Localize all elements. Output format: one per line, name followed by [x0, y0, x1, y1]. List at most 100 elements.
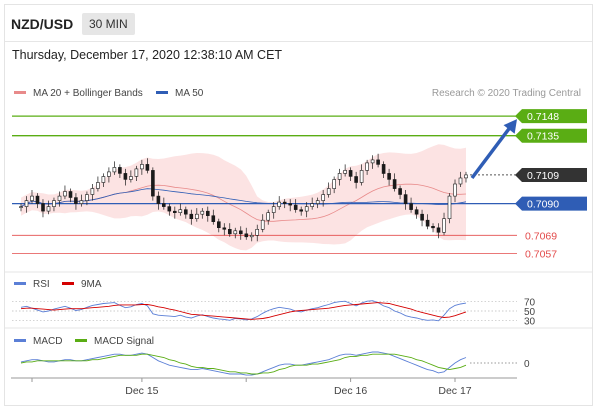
- candle-body: [354, 176, 358, 183]
- candle: [129, 170, 133, 183]
- macd-signal-line: [20, 353, 467, 375]
- candle-body: [304, 206, 309, 212]
- rsi-ma-line: [20, 302, 467, 320]
- candle: [239, 226, 243, 240]
- candle-body: [140, 164, 144, 170]
- candle: [288, 199, 293, 212]
- candle-body: [398, 188, 402, 195]
- candle-body: [112, 167, 117, 173]
- candle: [167, 203, 172, 216]
- candle: [464, 171, 468, 183]
- candle: [304, 202, 309, 218]
- candle: [425, 214, 430, 230]
- candle-body: [255, 229, 259, 236]
- level-value-text: 0.7109: [527, 170, 559, 182]
- candle: [343, 164, 347, 177]
- macd-plot: 0: [20, 351, 530, 376]
- chart-widget: NZD/USD 30 MIN Thursday, December 17, 20…: [4, 4, 593, 406]
- candle: [409, 197, 413, 213]
- candle: [277, 196, 282, 210]
- level-value-text: 0.7148: [527, 111, 559, 123]
- candle-body: [200, 210, 205, 215]
- candle: [431, 223, 435, 233]
- candle: [101, 173, 106, 187]
- level-tag: [515, 196, 587, 211]
- level-tag: [515, 128, 587, 143]
- candle-body: [162, 203, 166, 207]
- candle: [282, 199, 287, 209]
- candle: [233, 227, 238, 239]
- rsi-level-label: 70: [524, 298, 536, 309]
- candle-body: [414, 209, 419, 215]
- candle-body: [387, 173, 391, 180]
- candle-body: [63, 191, 67, 197]
- candle-body: [359, 170, 364, 183]
- ma50-legend-label: MA 50: [175, 88, 204, 99]
- candle-body: [453, 183, 457, 197]
- candle: [244, 227, 249, 240]
- forecast-arrow: [470, 119, 517, 180]
- candle: [156, 191, 161, 210]
- widget-header: NZD/USD 30 MIN: [5, 5, 592, 42]
- datetime-label: Thursday, December 17, 2020 12:38:10 AM …: [12, 48, 283, 62]
- candle: [447, 193, 452, 224]
- candle-body: [376, 159, 380, 165]
- candle: [118, 164, 122, 178]
- candle-body: [260, 219, 265, 230]
- candle: [57, 191, 62, 207]
- candle-body: [244, 233, 249, 238]
- macd-signal-legend-swatch: [75, 339, 87, 342]
- candle: [414, 206, 419, 219]
- candle-body: [249, 235, 254, 238]
- candle-body: [277, 201, 282, 207]
- candle-body: [101, 176, 106, 183]
- level-label-last: 0.7109: [515, 167, 587, 182]
- candle-body: [282, 201, 287, 204]
- level-tag: [515, 109, 587, 124]
- candle-body: [321, 194, 326, 201]
- candle-body: [211, 215, 216, 222]
- candle: [184, 206, 188, 219]
- candle: [420, 209, 424, 227]
- candle-body: [52, 200, 56, 207]
- candle-body: [326, 188, 331, 195]
- candle: [200, 208, 205, 219]
- candle: [189, 209, 194, 225]
- level-label-support: 0.7057: [525, 248, 557, 260]
- candle-body: [332, 179, 337, 189]
- macd-legend-label: MACD: [33, 336, 62, 347]
- candle-body: [337, 173, 342, 180]
- candle: [63, 185, 67, 200]
- candle-body: [464, 174, 468, 179]
- candle: [403, 190, 408, 210]
- candle-body: [24, 200, 29, 207]
- candle: [354, 171, 358, 189]
- candle-body: [381, 164, 386, 174]
- candle: [337, 168, 342, 186]
- candle-body: [299, 209, 304, 212]
- candle-body: [129, 176, 133, 180]
- main-plot: 0.7148 0.7135 0.7109 0.7090 0.7069 0.7057: [12, 109, 587, 260]
- candle-body: [79, 200, 84, 204]
- candle: [255, 224, 259, 242]
- candle: [19, 203, 23, 212]
- rsi-legend-swatch: [14, 282, 26, 285]
- candle-body: [123, 173, 128, 180]
- level-value-text: 0.7057: [525, 248, 557, 260]
- candle-body: [420, 213, 424, 221]
- candle-body: [156, 195, 161, 204]
- candle-body: [409, 203, 413, 210]
- candle-body: [118, 167, 122, 174]
- candle: [436, 223, 441, 239]
- candle-body: [293, 204, 298, 210]
- rsi-ma-legend-label: 9MA: [81, 279, 102, 290]
- candle: [332, 176, 337, 194]
- candle-body: [173, 210, 177, 213]
- rsi-level-label: 30: [524, 316, 536, 327]
- timeframe-button[interactable]: 30 MIN: [82, 13, 135, 35]
- bollinger-band: [21, 144, 466, 251]
- ma20-legend-swatch: [14, 91, 26, 94]
- x-tick-label: Dec 15: [125, 385, 158, 397]
- candle: [107, 167, 111, 183]
- macd-signal-legend-label: MACD Signal: [94, 336, 154, 347]
